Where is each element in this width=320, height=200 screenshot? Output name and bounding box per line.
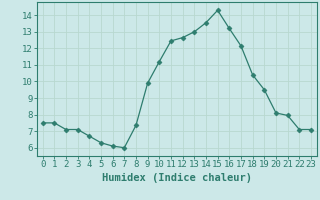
X-axis label: Humidex (Indice chaleur): Humidex (Indice chaleur)	[102, 173, 252, 183]
